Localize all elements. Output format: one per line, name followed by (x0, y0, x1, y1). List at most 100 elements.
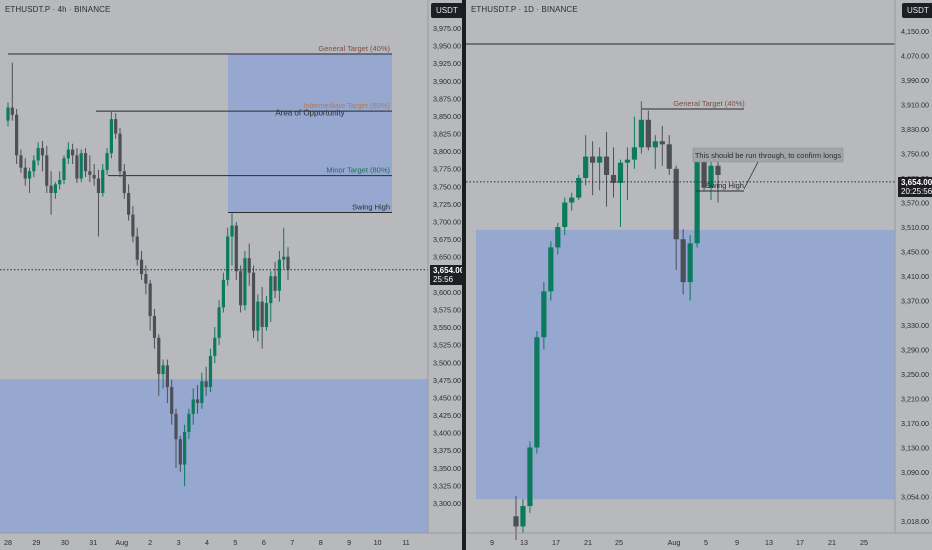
x-tick-label: 3 (177, 538, 181, 547)
y-tick-label: 3,775.00 (433, 165, 461, 174)
x-tick-label: 11 (402, 538, 409, 547)
y-tick-label: 3,450.00 (901, 248, 929, 257)
candle-body (45, 155, 49, 186)
candle-body (187, 413, 191, 432)
candle-body (152, 316, 157, 338)
candle-body (631, 147, 638, 160)
y-tick-label: 3,210.00 (901, 395, 929, 404)
candle-body (139, 259, 144, 275)
chart-canvas-1d[interactable]: General Target (40%) Swing High This shoul… (466, 0, 932, 550)
y-tick-label: 3,975.00 (433, 24, 461, 33)
candle-body (183, 431, 187, 465)
candle-body (40, 148, 45, 156)
candle-body (590, 156, 596, 163)
candle-body (583, 156, 589, 178)
y-tick-label: 3,450.00 (433, 393, 461, 402)
candle-body (62, 158, 66, 180)
candle-body (75, 155, 79, 179)
y-tick-label: 3,170.00 (901, 419, 929, 428)
x-tick-label: 13 (520, 538, 528, 547)
candle-body (247, 258, 251, 273)
candle-body (105, 153, 109, 170)
candle-body (687, 243, 693, 283)
candle-body (617, 162, 624, 183)
candle-body (6, 107, 10, 121)
y-tick-label: 4,150.00 (901, 27, 929, 36)
candle-body (239, 271, 243, 306)
candle-body (32, 160, 36, 172)
candle-body (109, 119, 113, 154)
target-label: Minor Target (80%) (326, 166, 390, 175)
candle-body (603, 156, 610, 175)
swing-high-label: Swing High (706, 181, 744, 190)
candle-body (610, 174, 617, 183)
note-text: This should be run through, to confirm l… (695, 151, 842, 160)
zone-label: Area of Opportunity (275, 108, 344, 117)
y-tick-label: 3,330.00 (901, 321, 929, 330)
candle-body (260, 301, 264, 327)
panel-divider[interactable] (462, 0, 466, 550)
candle-body (200, 381, 204, 403)
x-tick-label: 9 (347, 538, 351, 547)
chart-canvas-4h[interactable]: Area of Opportunity General Target (40%) I… (0, 0, 462, 550)
x-tick-label: 31 (89, 538, 97, 547)
y-tick-label: 3,570.00 (901, 199, 929, 208)
x-tick-label: 9 (490, 538, 494, 547)
x-tick-label: 29 (32, 538, 40, 547)
candle-body (555, 227, 561, 248)
candle-body (652, 141, 658, 148)
y-tick-label: 3,850.00 (433, 112, 461, 121)
currency-badge[interactable]: USDT (431, 3, 462, 18)
candle-body (204, 381, 208, 388)
candle-body (118, 133, 122, 172)
x-tick-label: 17 (796, 538, 804, 547)
candle-body (170, 387, 174, 414)
candle-body (708, 165, 714, 188)
candle-body (282, 256, 286, 260)
candle-body (10, 107, 14, 115)
x-tick-label: 28 (4, 538, 12, 547)
bar-countdown: 25:56 (433, 274, 454, 284)
candle-body (208, 355, 213, 388)
candle-body (19, 155, 23, 168)
candle-body (264, 303, 269, 327)
y-tick-label: 3,410.00 (901, 272, 929, 281)
candle-body (15, 114, 19, 156)
candle-body (213, 337, 217, 356)
x-tick-label: 10 (374, 538, 382, 547)
candle-body (673, 168, 679, 240)
y-tick-label: 3,425.00 (433, 411, 461, 420)
y-tick-label: 3,910.00 (901, 101, 929, 110)
target-label: Swing High (352, 203, 390, 212)
y-tick-label: 3,750.00 (901, 150, 929, 159)
y-tick-label: 3,130.00 (901, 444, 929, 453)
candle-body (277, 259, 281, 291)
chart-panel-1d[interactable]: General Target (40%) Swing High This shoul… (466, 0, 932, 550)
candle-body (114, 119, 118, 134)
y-tick-label: 3,018.00 (901, 517, 929, 526)
x-tick-label: 17 (552, 538, 560, 547)
x-tick-label: 5 (704, 538, 708, 547)
target-label: Intermediate Target (60%) (303, 101, 390, 110)
candle-body (645, 119, 651, 148)
y-tick-label: 3,510.00 (901, 223, 929, 232)
candle-body (88, 171, 92, 175)
candle-body (49, 185, 53, 193)
y-tick-label: 3,475.00 (433, 376, 461, 385)
candle-body (701, 156, 707, 188)
y-tick-label: 3,830.00 (901, 125, 929, 134)
currency-badge[interactable]: USDT (902, 3, 932, 18)
y-tick-label: 3,800.00 (433, 147, 461, 156)
y-tick-label: 3,525.00 (433, 341, 461, 350)
x-tick-label: 6 (262, 538, 266, 547)
demand-zone (0, 379, 428, 533)
x-tick-label: 8 (319, 538, 323, 547)
y-tick-label: 3,600.00 (433, 288, 461, 297)
x-tick-label: 5 (233, 538, 237, 547)
candle-body (534, 337, 540, 448)
chart-panel-4h[interactable]: Area of Opportunity General Target (40%) I… (0, 0, 462, 550)
candle-body (122, 171, 126, 193)
candle-body (659, 141, 665, 145)
last-price-value: 3,654.00 (433, 265, 462, 275)
candle-body (58, 179, 62, 185)
